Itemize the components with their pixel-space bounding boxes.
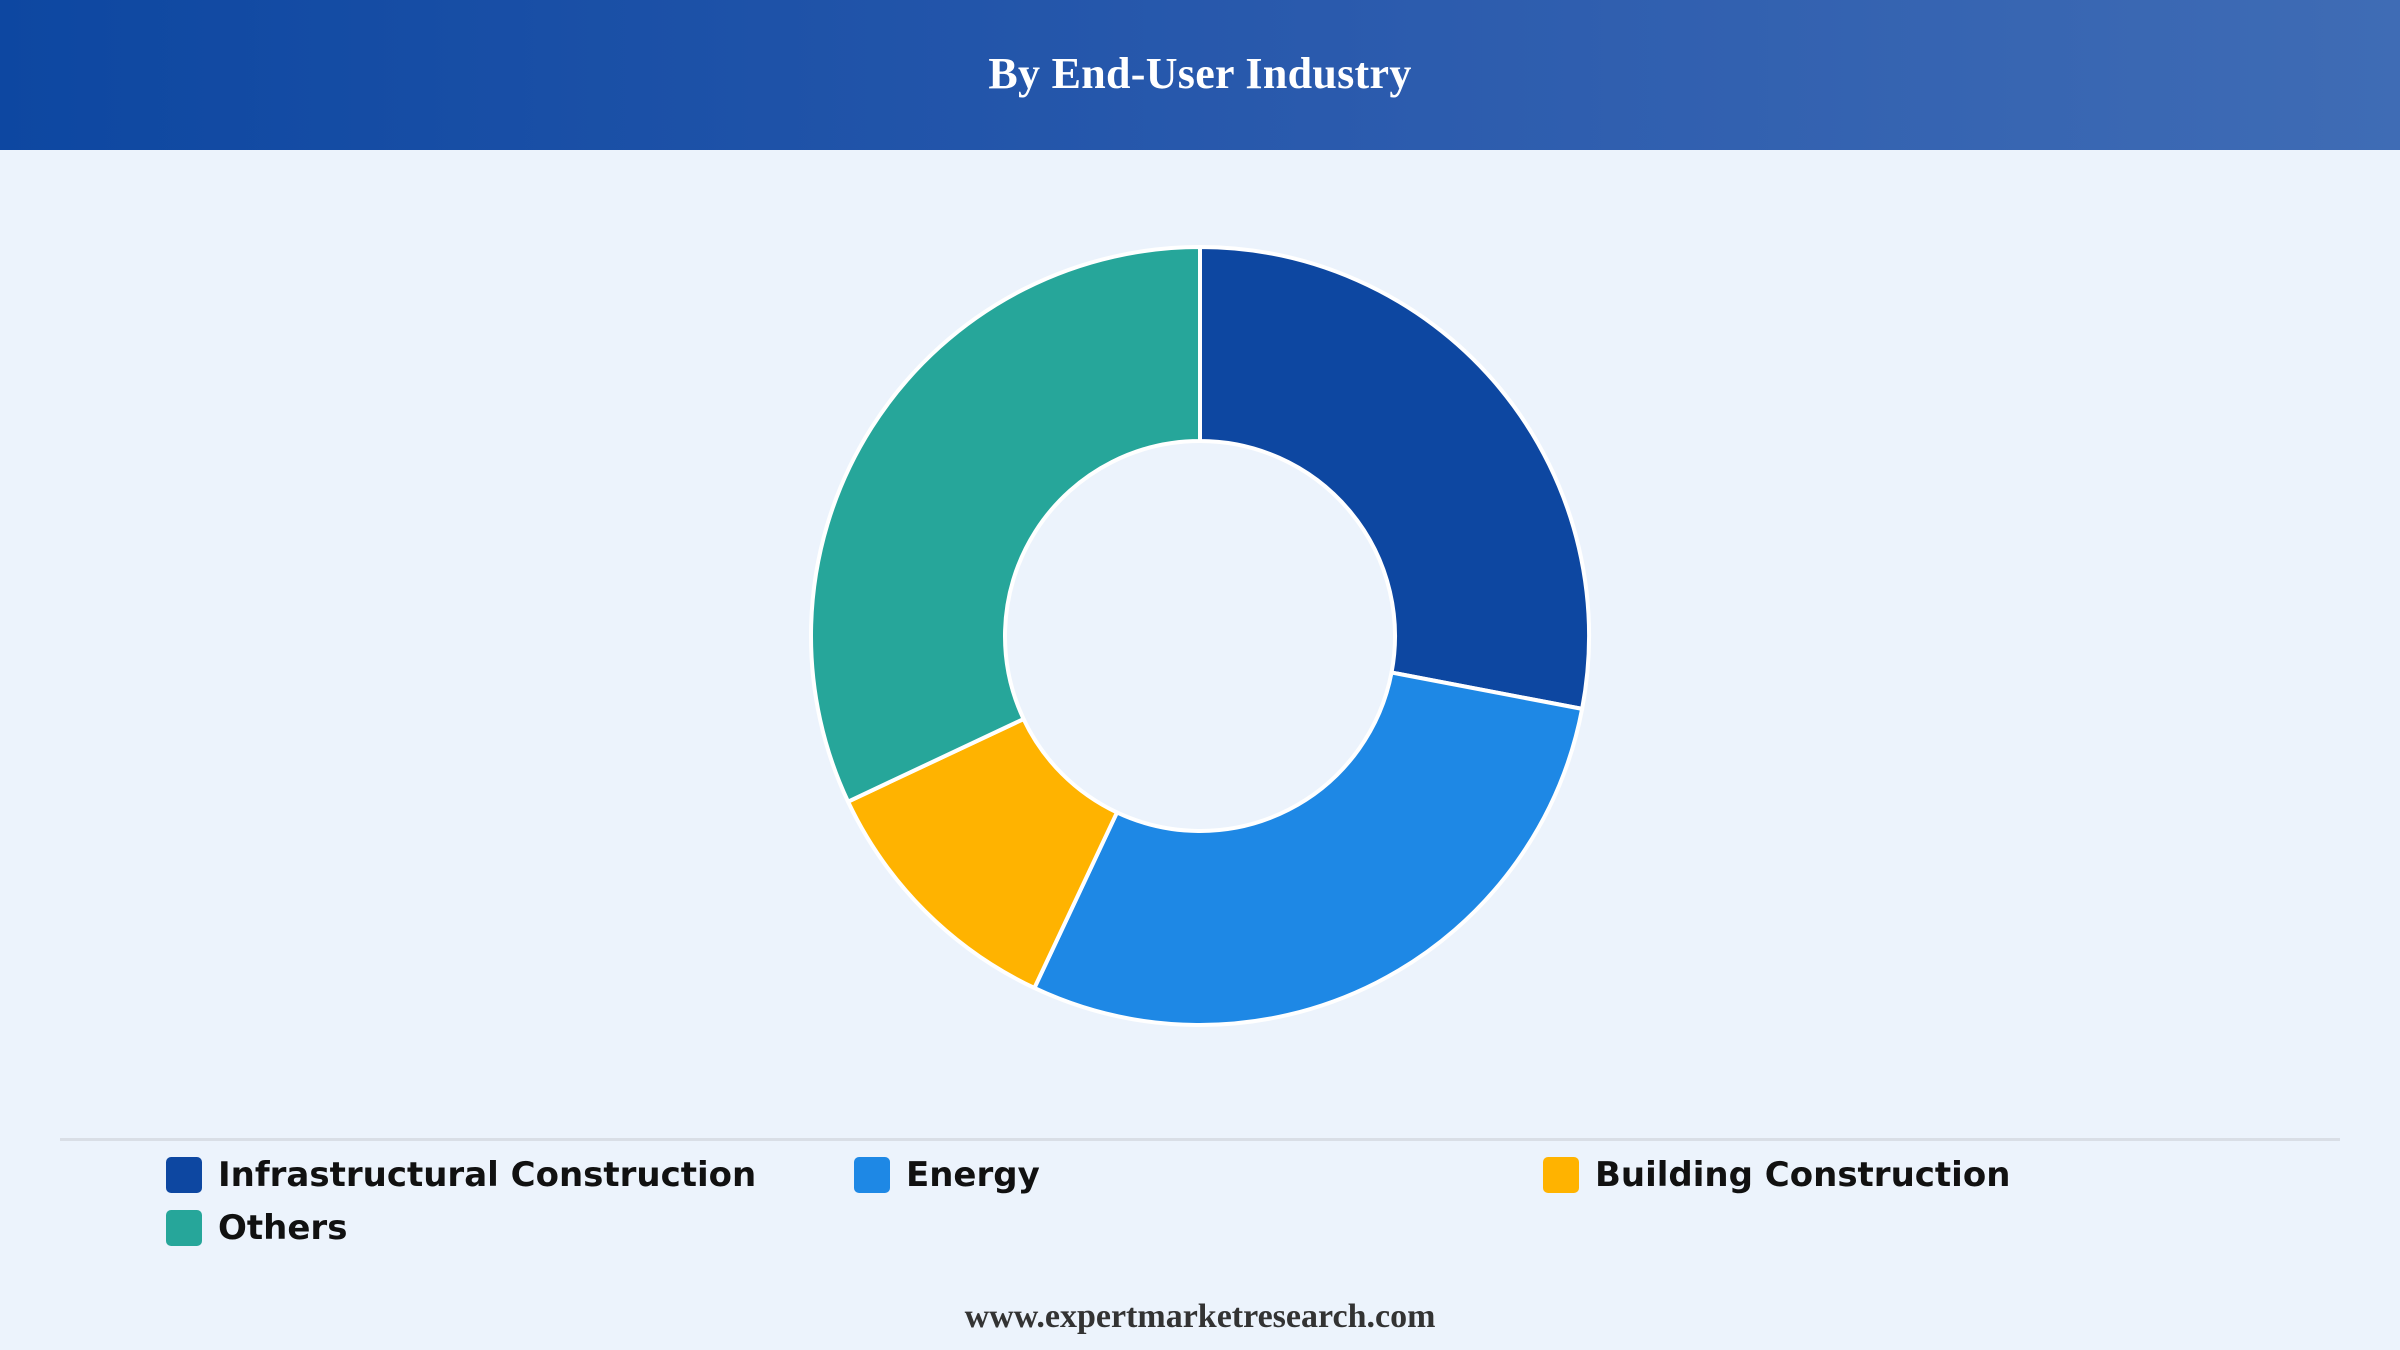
chart-title: By End-User Industry — [988, 49, 1412, 98]
legend-label: Building Construction — [1595, 1155, 2011, 1195]
chart-header: By End-User Industry — [0, 0, 2400, 150]
legend-swatch — [854, 1157, 890, 1193]
legend-label: Infrastructural Construction — [218, 1155, 757, 1195]
slice-infrastructural-construction[interactable] — [1198, 245, 1591, 711]
legend-item-others[interactable]: Others — [166, 1208, 347, 1248]
slice-energy[interactable] — [1032, 670, 1585, 1027]
legend-item-energy[interactable]: Energy — [854, 1155, 1040, 1195]
slice-building-construction[interactable] — [846, 717, 1119, 990]
source-website: www.expertmarketresearch.com — [964, 1298, 1436, 1335]
legend-swatch — [166, 1157, 202, 1193]
legend-label: Others — [218, 1208, 348, 1248]
legend-swatch — [1543, 1157, 1579, 1193]
legend-label: Energy — [906, 1155, 1040, 1195]
slice-others[interactable] — [809, 245, 1202, 804]
legend-swatch — [166, 1210, 202, 1246]
donut-slices — [809, 245, 1591, 1027]
legend-item-infrastructural-construction[interactable]: Infrastructural Construction — [166, 1155, 756, 1195]
legend-divider — [60, 1138, 2340, 1141]
chart-legend: Infrastructural Construction Energy Buil… — [166, 1155, 2266, 1275]
legend-item-building-construction[interactable]: Building Construction — [1543, 1155, 2010, 1195]
